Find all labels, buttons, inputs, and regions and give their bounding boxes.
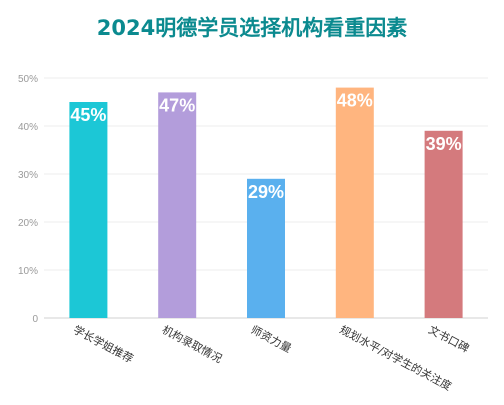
y-tick-label: 20% xyxy=(18,218,38,229)
data-label: 45% xyxy=(70,105,106,125)
bar xyxy=(247,178,285,318)
category-label: 机构录取情况 xyxy=(160,322,225,365)
y-tick-label: 10% xyxy=(18,266,38,277)
y-tick-label: 50% xyxy=(18,74,38,85)
data-label: 47% xyxy=(159,95,195,115)
data-label: 29% xyxy=(248,182,284,202)
bars: 45% 47% 29% 48% 39% xyxy=(69,87,463,319)
bar xyxy=(424,130,463,318)
y-tick-label: 40% xyxy=(18,122,38,133)
bar xyxy=(335,87,374,318)
y-tick-label: 30% xyxy=(18,170,38,181)
category-label: 文书口碑 xyxy=(426,322,471,355)
y-axis: 0 10% 20% 30% 40% 50% xyxy=(18,74,38,325)
data-label: 48% xyxy=(337,91,373,111)
bar xyxy=(158,92,197,319)
data-label: 39% xyxy=(426,134,462,154)
y-tick-label: 0 xyxy=(32,314,38,325)
category-label: 学长学姐推荐 xyxy=(71,322,136,365)
chart-title: 2024明德学员选择机构看重因素 xyxy=(97,16,407,40)
category-label: 师资力量 xyxy=(249,323,294,355)
bar xyxy=(69,102,108,318)
